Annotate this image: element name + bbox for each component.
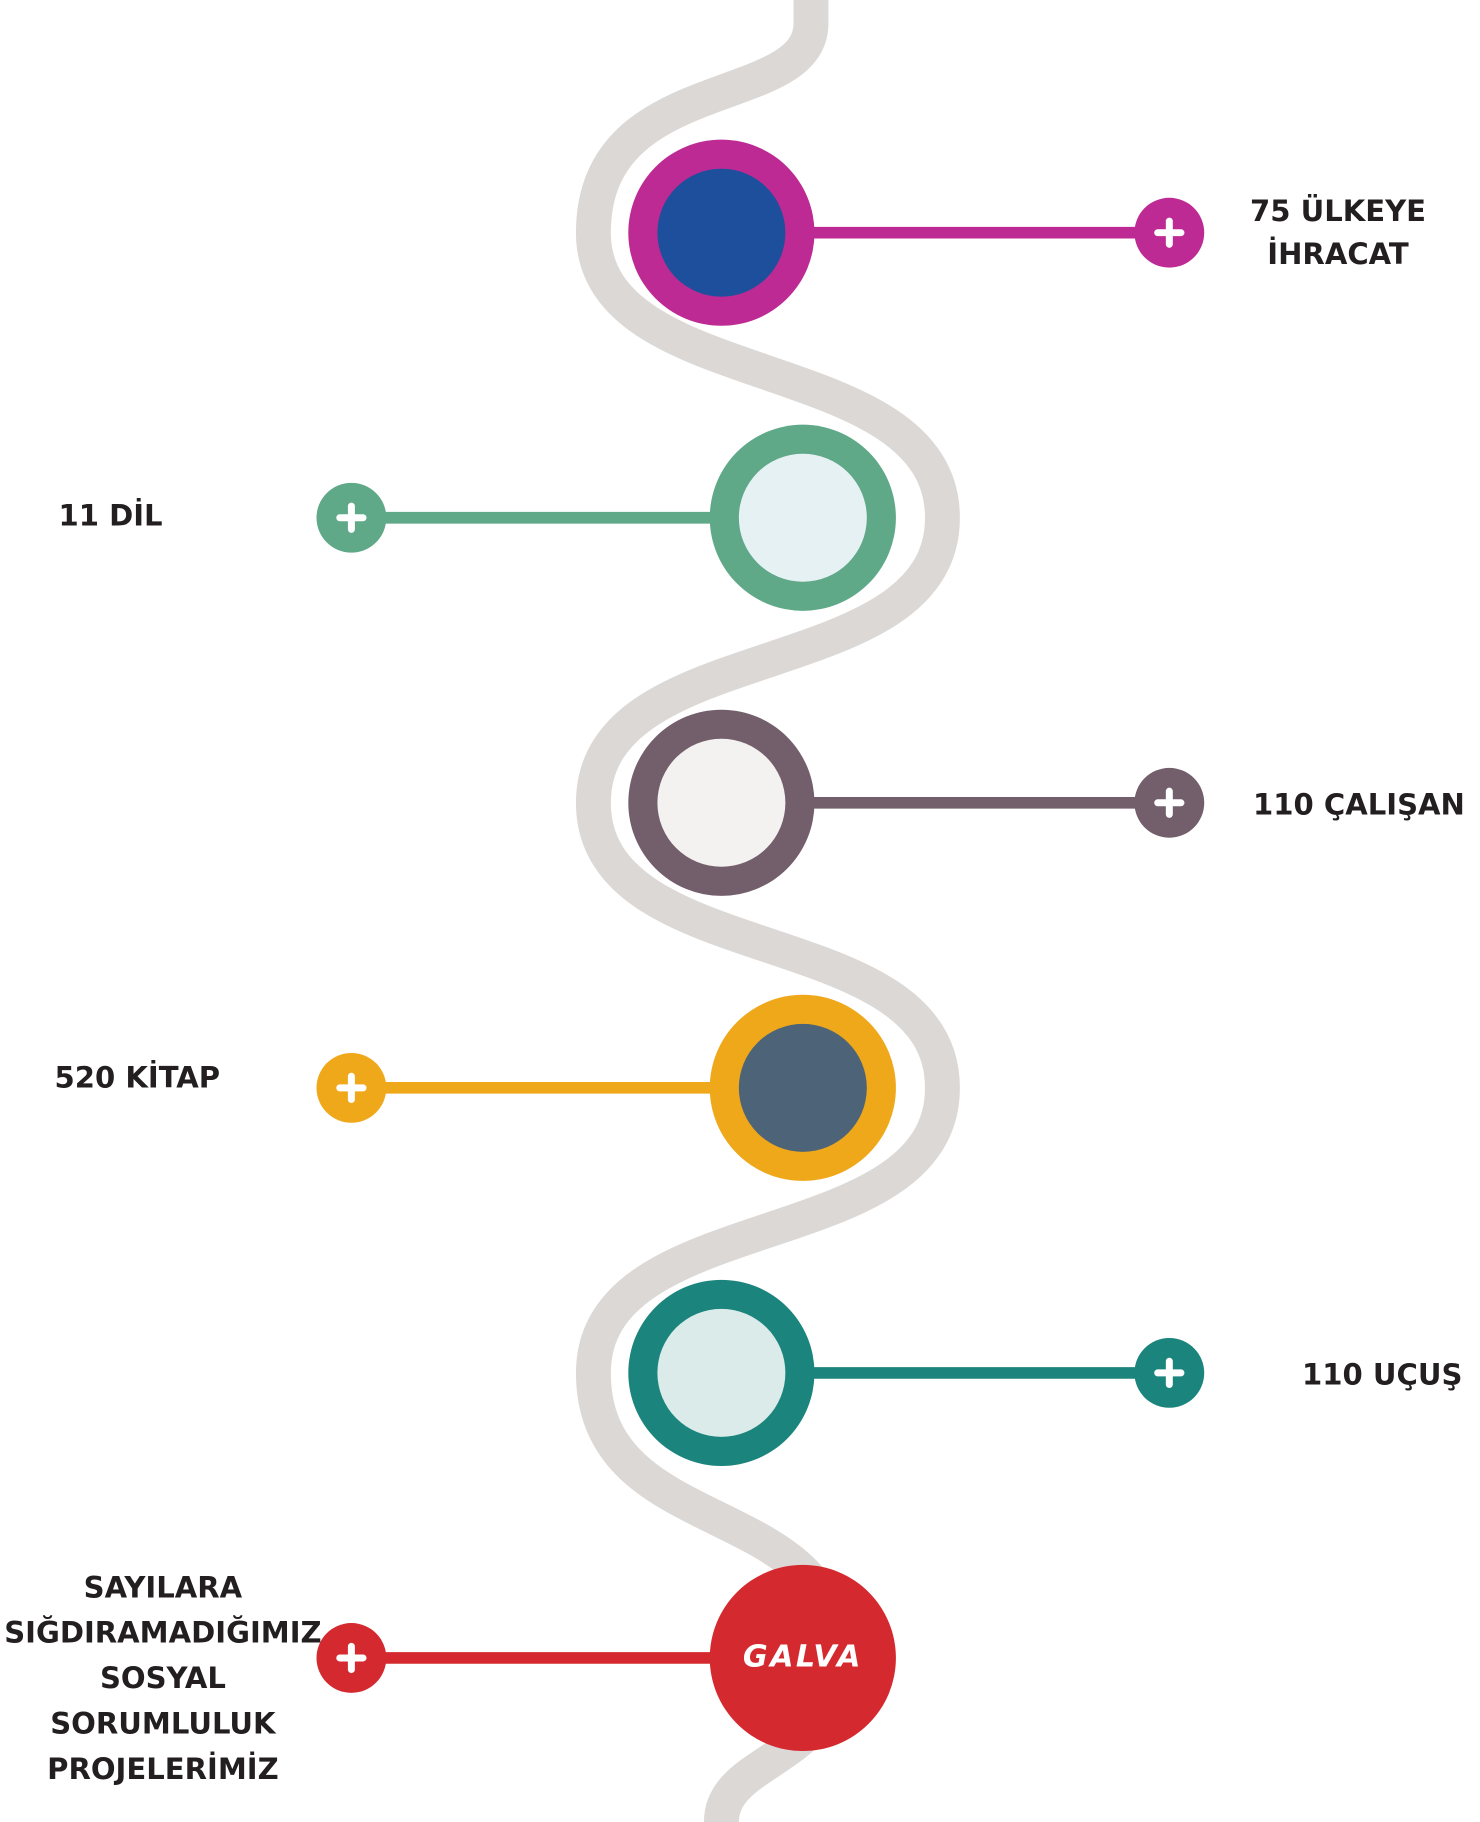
- infographic: 75 ÜLKEYE İHRACAT 11 DİL 110 ÇALIŞAN 520…: [0, 0, 1480, 1822]
- image-people: [739, 454, 867, 582]
- plus-button[interactable]: [316, 483, 386, 553]
- plus-button[interactable]: [1134, 768, 1204, 838]
- logo-text: GALVA: [743, 1639, 863, 1674]
- label: SAYILARA: [84, 1570, 243, 1604]
- label: SIĞDIRAMADIĞIMIZ: [4, 1616, 321, 1650]
- label: SOSYAL: [100, 1661, 226, 1695]
- plus-button[interactable]: [1134, 198, 1204, 268]
- item-1: 75 ÜLKEYE İHRACAT: [628, 140, 1426, 326]
- label: SORUMLULUK: [50, 1706, 277, 1740]
- label: İHRACAT: [1267, 237, 1409, 271]
- label: 75 ÜLKEYE: [1250, 194, 1426, 228]
- item-5: 110 UÇUŞ: [628, 1280, 1462, 1466]
- label: 520 KİTAP: [55, 1061, 221, 1095]
- image-books: [739, 1024, 867, 1152]
- item-2: 11 DİL: [59, 425, 896, 611]
- plus-button[interactable]: [316, 1053, 386, 1123]
- label: 11 DİL: [59, 499, 163, 533]
- label: PROJELERİMİZ: [47, 1752, 279, 1786]
- image-globe: [657, 169, 785, 297]
- image-map: [657, 1309, 785, 1437]
- label: 110 UÇUŞ: [1302, 1357, 1462, 1391]
- image-team: [657, 739, 785, 867]
- plus-button[interactable]: [1134, 1338, 1204, 1408]
- plus-button[interactable]: [316, 1623, 386, 1693]
- label: 110 ÇALIŞAN: [1253, 787, 1465, 821]
- item-3: 110 ÇALIŞAN: [628, 710, 1465, 896]
- item-4: 520 KİTAP: [55, 995, 896, 1181]
